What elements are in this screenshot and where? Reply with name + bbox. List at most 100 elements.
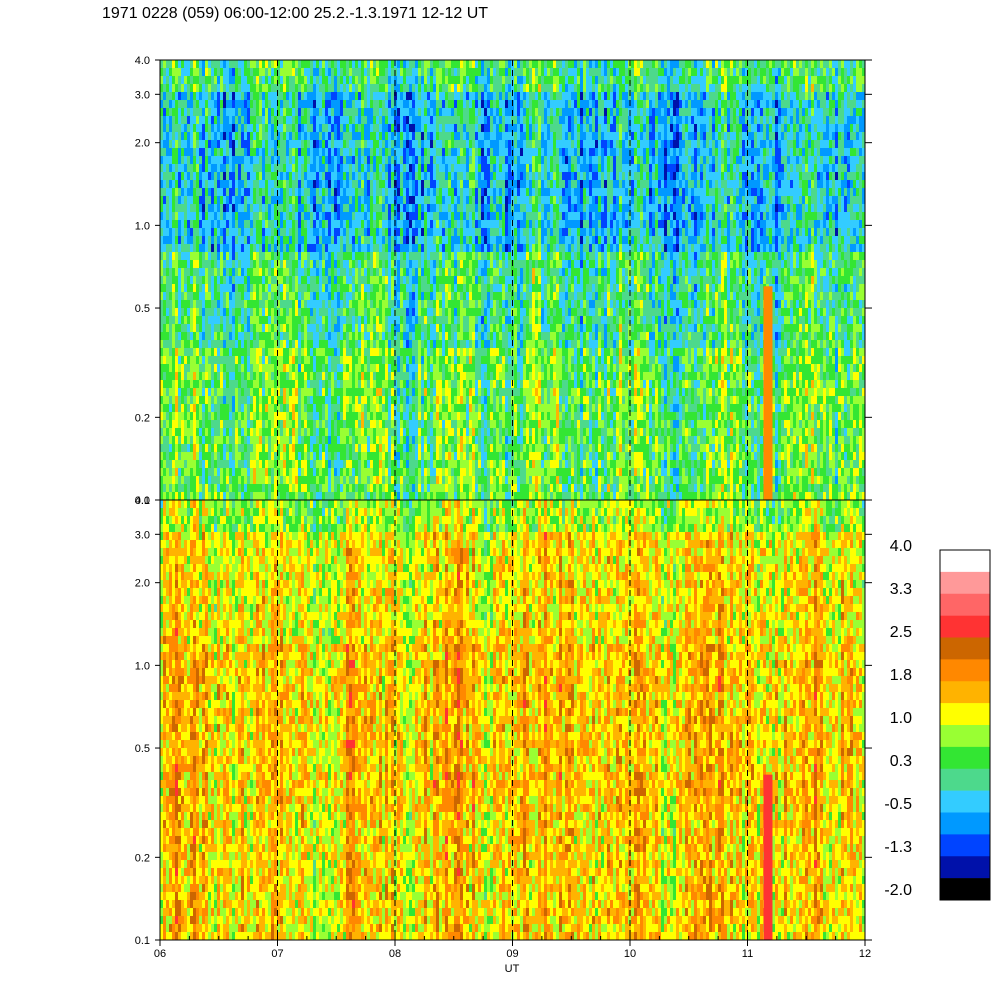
spectrogram-cell bbox=[259, 284, 263, 293]
spectrogram-cell bbox=[412, 100, 416, 109]
spectrogram-cell bbox=[415, 476, 419, 485]
spectrogram-cell bbox=[424, 460, 428, 469]
spectrogram-cell bbox=[373, 292, 377, 301]
spectrogram-cell bbox=[217, 412, 221, 421]
spectrogram-cell bbox=[412, 468, 416, 477]
spectrogram-cell bbox=[415, 372, 419, 381]
spectrogram-cell bbox=[301, 252, 305, 261]
spectrogram-cell bbox=[331, 164, 335, 173]
spectrogram-cell bbox=[397, 332, 401, 341]
spectrogram-cell bbox=[415, 228, 419, 237]
spectrogram-cell bbox=[397, 108, 401, 117]
spectrogram-cell bbox=[226, 188, 230, 197]
spectrogram-cell bbox=[421, 140, 425, 149]
spectrogram-cell bbox=[385, 60, 389, 69]
spectrogram-cell bbox=[250, 316, 254, 325]
spectrogram-cell bbox=[307, 404, 311, 413]
spectrogram-cell bbox=[238, 236, 242, 245]
spectrogram-cell bbox=[208, 84, 212, 93]
spectrogram-cell bbox=[304, 492, 308, 500]
spectrogram-cell bbox=[334, 92, 338, 101]
spectrogram-cell bbox=[364, 84, 368, 93]
spectrogram-cell bbox=[412, 228, 416, 237]
spectrogram-cell bbox=[403, 332, 407, 341]
spectrogram-cell bbox=[172, 68, 176, 77]
spectrogram-cell bbox=[277, 212, 281, 221]
spectrogram-cell bbox=[262, 284, 266, 293]
spectrogram-cell bbox=[181, 180, 185, 189]
spectrogram-cell bbox=[160, 100, 164, 109]
spectrogram-cell bbox=[160, 76, 164, 85]
spectrogram-cell bbox=[418, 156, 422, 165]
spectrogram-cell bbox=[403, 436, 407, 445]
spectrogram-cell bbox=[328, 212, 332, 221]
spectrogram-cell bbox=[313, 148, 317, 157]
spectrogram-cell bbox=[400, 356, 404, 365]
spectrogram-cell bbox=[181, 116, 185, 125]
spectrogram-cell bbox=[337, 228, 341, 237]
spectrogram-cell bbox=[238, 380, 242, 389]
spectrogram-cell bbox=[391, 316, 395, 325]
spectrogram-cell bbox=[397, 308, 401, 317]
spectrogram-cell bbox=[187, 156, 191, 165]
spectrogram-cell bbox=[271, 292, 275, 301]
spectrogram-cell bbox=[238, 100, 242, 109]
spectrogram-cell bbox=[409, 396, 413, 405]
spectrogram-cell bbox=[367, 188, 371, 197]
spectrogram-cell bbox=[421, 172, 425, 181]
spectrogram-cell bbox=[376, 84, 380, 93]
spectrogram-cell bbox=[244, 76, 248, 85]
spectrogram-cell bbox=[403, 348, 407, 357]
spectrogram-cell bbox=[178, 68, 182, 77]
spectrogram-cell bbox=[427, 444, 431, 453]
spectrogram-cell bbox=[403, 356, 407, 365]
spectrogram-cell bbox=[340, 108, 344, 117]
spectrogram-cell bbox=[205, 252, 209, 261]
spectrogram-cell bbox=[316, 124, 320, 133]
spectrogram-cell bbox=[190, 92, 194, 101]
spectrogram-cell bbox=[241, 340, 245, 349]
spectrogram-cell bbox=[169, 300, 173, 309]
spectrogram-cell bbox=[190, 300, 194, 309]
spectrogram-cell bbox=[286, 60, 290, 69]
spectrogram-cell bbox=[391, 76, 395, 85]
spectrogram-cell bbox=[430, 108, 434, 117]
spectrogram-cell bbox=[163, 364, 167, 373]
spectrogram-cell bbox=[238, 300, 242, 309]
spectrogram-cell bbox=[196, 452, 200, 461]
spectrogram-cell bbox=[349, 428, 353, 437]
spectrogram-cell bbox=[289, 356, 293, 365]
spectrogram-cell bbox=[391, 244, 395, 253]
spectrogram-cell bbox=[343, 236, 347, 245]
spectrogram-cell bbox=[268, 164, 272, 173]
spectrogram-cell bbox=[340, 140, 344, 149]
spectrogram-cell bbox=[370, 356, 374, 365]
spectrogram-cell bbox=[382, 340, 386, 349]
spectrogram-cell bbox=[376, 220, 380, 229]
spectrogram-cell bbox=[370, 156, 374, 165]
spectrogram-cell bbox=[352, 180, 356, 189]
spectrogram-cell bbox=[271, 444, 275, 453]
spectrogram-cell bbox=[403, 140, 407, 149]
spectrogram-cell bbox=[397, 196, 401, 205]
spectrogram-cell bbox=[244, 84, 248, 93]
spectrogram-cell bbox=[316, 188, 320, 197]
spectrogram-cell bbox=[391, 380, 395, 389]
spectrogram-cell bbox=[214, 268, 218, 277]
spectrogram-cell bbox=[241, 148, 245, 157]
spectrogram-cell bbox=[382, 444, 386, 453]
spectrogram-cell bbox=[274, 148, 278, 157]
spectrogram-cell bbox=[310, 68, 314, 77]
spectrogram-cell bbox=[286, 148, 290, 157]
spectrogram-cell bbox=[412, 148, 416, 157]
spectrogram-cell bbox=[382, 84, 386, 93]
spectrogram-cell bbox=[280, 468, 284, 477]
spectrogram-cell bbox=[412, 156, 416, 165]
spectrogram-cell bbox=[229, 84, 233, 93]
spectrogram-cell bbox=[307, 140, 311, 149]
spectrogram-cell bbox=[331, 284, 335, 293]
spectrogram-cell bbox=[166, 332, 170, 341]
spectrogram-cell bbox=[412, 124, 416, 133]
spectrogram-cell bbox=[370, 220, 374, 229]
spectrogram-cell bbox=[331, 420, 335, 429]
